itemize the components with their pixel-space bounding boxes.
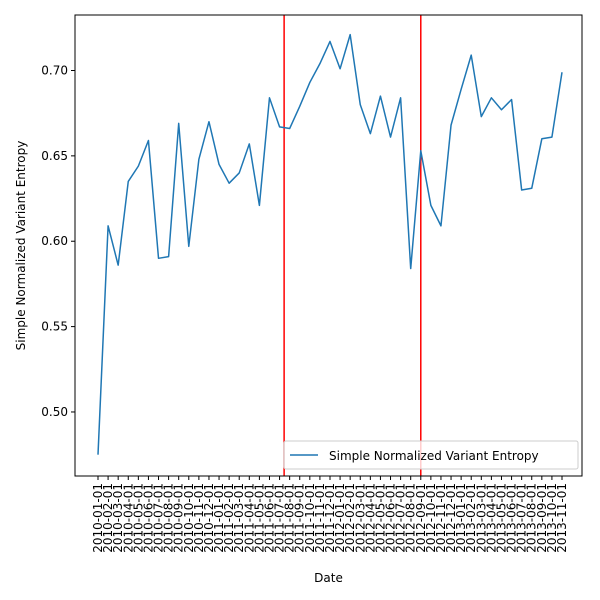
x-tick-label: 2012-08-01 — [404, 483, 418, 553]
x-axis-label: Date — [314, 571, 343, 585]
x-tick-label: 2013-07-01 — [515, 483, 529, 553]
x-tick-label: 2010-11-01 — [192, 483, 206, 553]
y-tick-label: 0.60 — [41, 234, 68, 248]
x-tick-label: 2013-05-01 — [494, 483, 508, 553]
x-tick-label: 2011-11-01 — [313, 483, 327, 553]
x-tick-label: 2012-11-01 — [434, 483, 448, 553]
legend-box — [283, 440, 579, 470]
x-tick-label: 2010-08-01 — [162, 483, 176, 553]
x-tick-label: 2013-04-01 — [484, 483, 498, 553]
y-axis-ticks: 0.50 0.55 0.60 0.65 0.70 — [41, 63, 75, 419]
series-layer — [97, 33, 563, 455]
y-axis-label: Simple Normalized Variant Entropy — [14, 141, 28, 351]
y-tick-label: 0.55 — [41, 320, 68, 334]
x-tick-label: 2013-09-01 — [535, 483, 549, 553]
series-line-0 — [97, 33, 563, 455]
x-tick-label: 2012-03-01 — [353, 483, 367, 553]
x-tick-label: 2010-04-01 — [121, 483, 135, 553]
plot-frame — [74, 14, 583, 477]
x-tick-label: 2013-10-01 — [545, 483, 559, 553]
x-tick-label: 2010-03-01 — [111, 483, 125, 553]
x-tick-label: 2012-04-01 — [363, 483, 377, 553]
x-tick-label: 2011-12-01 — [323, 483, 337, 553]
x-tick-label: 2012-12-01 — [444, 483, 458, 553]
x-tick-label: 2011-07-01 — [273, 483, 287, 553]
x-tick-label: 2012-06-01 — [384, 483, 398, 553]
x-tick-label: 2012-07-01 — [394, 483, 408, 553]
x-tick-label: 2013-01-01 — [454, 483, 468, 553]
x-tick-label: 2011-05-01 — [252, 483, 266, 553]
x-tick-label: 2011-10-01 — [303, 483, 317, 553]
x-tick-label: 2011-04-01 — [242, 483, 256, 553]
x-tick-label: 2013-08-01 — [525, 483, 539, 553]
x-tick-label: 2011-01-01 — [212, 483, 226, 553]
x-tick-label: 2013-11-01 — [555, 483, 569, 553]
x-tick-label: 2012-02-01 — [343, 483, 357, 553]
x-tick-label: 2011-08-01 — [283, 483, 297, 553]
x-tick-label: 2013-03-01 — [474, 483, 488, 553]
x-tick-label: 2011-03-01 — [232, 483, 246, 553]
x-tick-label: 2010-02-01 — [101, 483, 115, 553]
x-tick-label: 2010-06-01 — [141, 483, 155, 553]
x-tick-label: 2011-02-01 — [222, 483, 236, 553]
x-tick-label: 2012-05-01 — [373, 483, 387, 553]
x-tick-label: 2013-02-01 — [464, 483, 478, 553]
y-tick-label: 0.70 — [41, 63, 68, 77]
x-tick-label: 2010-12-01 — [202, 483, 216, 553]
legend: Simple Normalized Variant Entropy — [283, 440, 579, 470]
x-tick-label: 2010-09-01 — [172, 483, 186, 553]
x-tick-label: 2012-10-01 — [424, 483, 438, 553]
x-tick-label: 2010-10-01 — [182, 483, 196, 553]
x-tick-label: 2010-01-01 — [91, 483, 105, 553]
x-tick-label: 2011-09-01 — [293, 483, 307, 553]
x-tick-label: 2011-06-01 — [262, 483, 276, 553]
x-tick-label: 2012-09-01 — [414, 483, 428, 553]
x-axis-ticks: 2010-01-012010-02-012010-03-012010-04-01… — [91, 476, 569, 553]
y-tick-label: 0.50 — [41, 405, 68, 419]
y-tick-label: 0.65 — [41, 149, 68, 163]
x-tick-label: 2010-07-01 — [152, 483, 166, 553]
x-tick-label: 2012-01-01 — [333, 483, 347, 553]
x-tick-label: 2010-05-01 — [131, 483, 145, 553]
vertical-lines — [283, 15, 422, 476]
legend-label: Simple Normalized Variant Entropy — [329, 449, 539, 463]
x-tick-label: 2013-06-01 — [505, 483, 519, 553]
